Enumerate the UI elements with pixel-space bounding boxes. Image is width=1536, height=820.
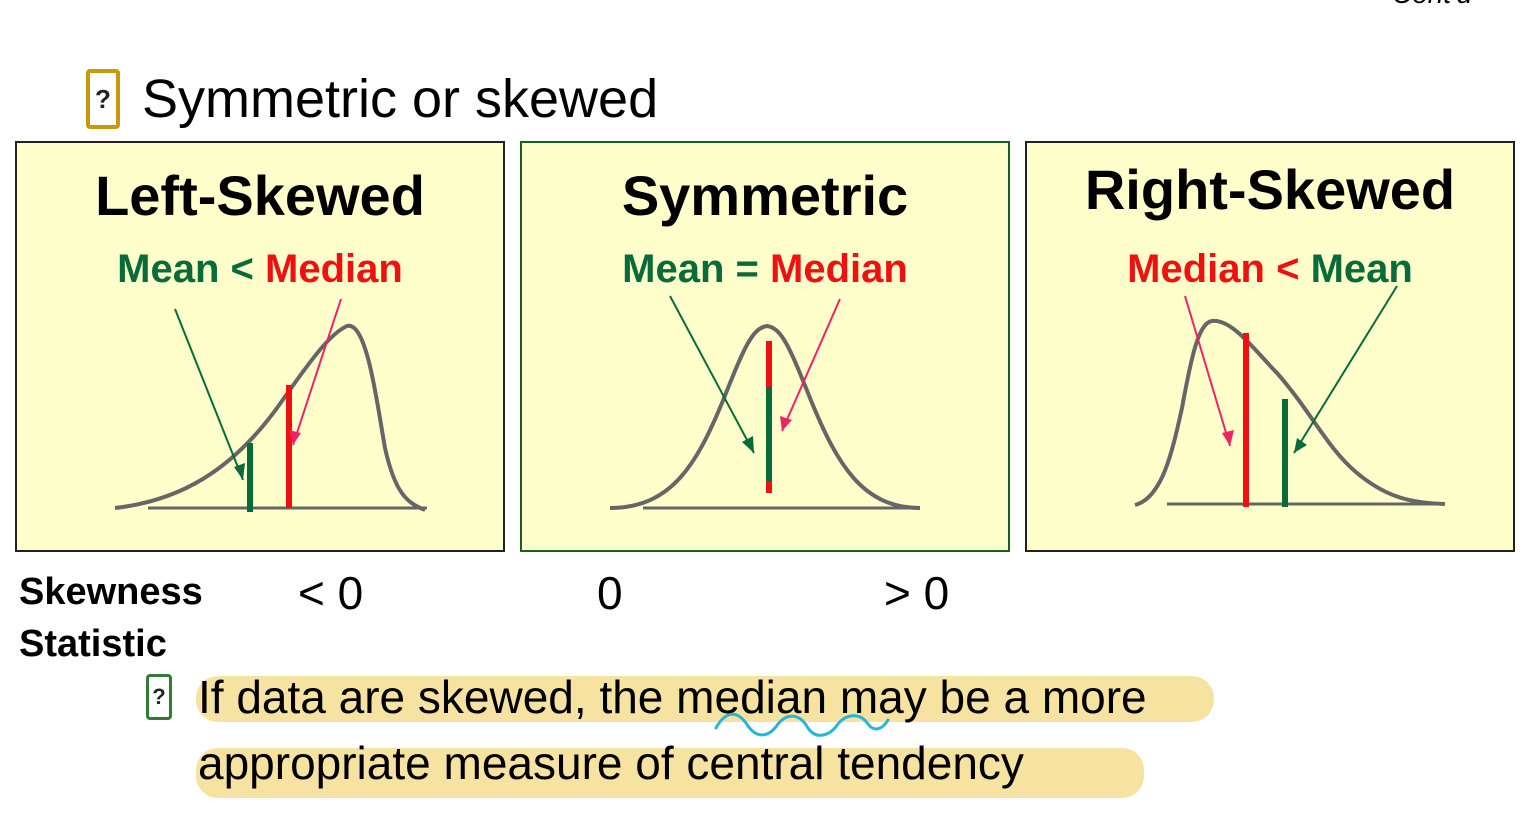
highlight-stroke-line1 [196, 676, 1214, 722]
question-box-icon: ? [146, 674, 172, 720]
relation-op: < [230, 247, 254, 291]
distribution-curve [114, 323, 426, 512]
median-arrow [781, 298, 841, 432]
mean-arrowhead [1294, 438, 1307, 453]
relation-label: Median < Mean [1027, 247, 1513, 292]
relation-left: Mean [622, 247, 725, 291]
mean-arrowhead [742, 436, 754, 453]
distribution-curve [609, 323, 921, 510]
relation-label: Mean < Median [17, 247, 503, 292]
mean-arrow [669, 295, 755, 454]
relation-right: Median [770, 247, 908, 291]
continued-label: Cont'd [1392, 0, 1472, 10]
median-arrowhead [1222, 430, 1234, 446]
left-skewed-curve-plot [114, 298, 427, 512]
mean-arrowhead [234, 463, 245, 480]
relation-left: Mean [117, 247, 220, 291]
skewness-value-right: > 0 [884, 567, 950, 619]
skewness-value-left: < 0 [298, 567, 364, 619]
median-arrowhead [289, 430, 301, 445]
relation-op: = [735, 247, 759, 291]
squiggle-underline-annotation [714, 712, 890, 737]
relation-op: < [1276, 247, 1300, 291]
relation-right: Median [265, 247, 403, 291]
mean-arrow [174, 308, 244, 481]
median-arrow [1184, 295, 1231, 447]
panel-title: Left-Skewed [95, 164, 425, 227]
panel-title: Symmetric [621, 164, 909, 227]
note-line-1: If data are skewed, the median may be a … [198, 671, 1147, 723]
panel-symmetric: Symmetric Mean = Median [520, 141, 1010, 552]
question-box-icon: ? [86, 69, 120, 129]
panel-right-skewed: Right-Skewed Median < Mean [1025, 141, 1515, 552]
skewness-value-symmetric: 0 [597, 567, 623, 619]
mean-arrow [1293, 285, 1398, 454]
relation-right: Mean [1310, 247, 1413, 291]
highlight-stroke-line2 [196, 748, 1144, 798]
panel-title: Right-Skewed [1084, 158, 1456, 221]
heading-text: Symmetric or skewed [142, 69, 659, 129]
distribution-curve [1134, 318, 1446, 507]
median-arrowhead [780, 416, 792, 431]
panel-left-skewed: Left-Skewed Mean < Median [15, 141, 505, 552]
note-line-2: appropriate measure of central tendency [198, 737, 1024, 789]
symmetric-curve-plot [609, 295, 921, 510]
right-skewed-curve-plot [1134, 285, 1446, 507]
skewness-label-line1: Skewness [19, 571, 203, 613]
skewness-label-line2: Statistic [19, 623, 167, 665]
slide-heading: ? Symmetric or skewed [86, 64, 658, 134]
relation-left: Median [1127, 247, 1265, 291]
median-arrow [292, 298, 342, 446]
relation-label: Mean = Median [522, 247, 1008, 292]
skewness-statistic-label: Skewness Statistic [19, 566, 203, 670]
